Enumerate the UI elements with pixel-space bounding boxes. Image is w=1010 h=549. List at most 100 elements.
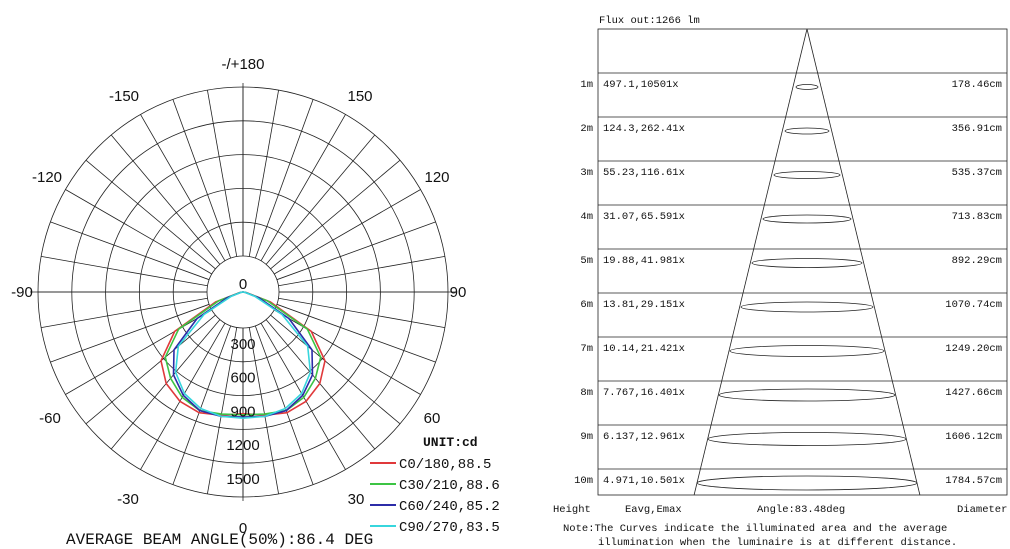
row-values: 13.81,29.151x: [603, 299, 685, 311]
row-height: 3m: [580, 167, 593, 179]
grid-spoke: [270, 314, 401, 425]
cone-left-edge: [693, 28, 808, 496]
angle-label: -90: [11, 284, 33, 301]
illuminance-table: Flux out:1266 lm 1m 497.1,10501x 178.46cm 2…: [553, 15, 1007, 549]
radial-tick-label: 1200: [226, 437, 259, 454]
grid-spoke: [110, 319, 221, 450]
row-diameter: 356.91cm: [952, 123, 1002, 135]
angle-label: -30: [117, 491, 139, 508]
beam-ellipse: [740, 301, 874, 313]
grid-spoke: [276, 303, 436, 363]
angle-label: 150: [347, 88, 372, 105]
angle-label: 0: [239, 520, 247, 537]
radial-tick-label: 900: [230, 403, 255, 420]
row-values: 6.137,12.961x: [603, 431, 685, 443]
row-height: 8m: [580, 387, 593, 399]
row-height: 1m: [580, 79, 593, 91]
row-diameter: 1784.57cm: [945, 475, 1002, 487]
footer-values: Eavg,Emax: [625, 504, 682, 516]
row-values: 497.1,10501x: [603, 79, 679, 91]
table-frame: [597, 28, 1008, 496]
grid-spoke: [207, 90, 238, 257]
flux-title: Flux out:1266 lm: [599, 15, 700, 27]
polar-angle-labels: -/+180 150 -150 120 -120 90 -90 60 -60 30 -30 0: [11, 56, 466, 537]
grid-spoke: [270, 159, 401, 270]
series-curve-0: [160, 291, 326, 416]
row-height: 2m: [580, 123, 593, 135]
footer-angle: Angle:83.48deg: [757, 504, 845, 516]
grid-spoke: [140, 322, 226, 470]
grid-spoke: [254, 99, 314, 259]
angle-label: -150: [109, 88, 139, 105]
grid-spoke: [265, 319, 376, 450]
radial-tick-label: 300: [230, 336, 255, 353]
grid-spoke: [172, 99, 232, 259]
row-height: 6m: [580, 299, 593, 311]
unit-label: UNIT:cd: [423, 435, 478, 450]
grid-spoke: [85, 314, 216, 425]
grid-spoke: [65, 309, 213, 395]
legend-label: C30/210,88.6: [399, 478, 500, 494]
row-values: 19.88,41.981x: [603, 255, 685, 267]
row-values: 10.14,21.421x: [603, 343, 685, 355]
series-curve-1: [164, 291, 322, 416]
legend-label: C0/180,88.5: [399, 457, 491, 473]
cone-right-edge: [806, 28, 921, 496]
angle-label: 90: [450, 284, 467, 301]
beam-ellipse: [762, 214, 852, 224]
grid-spoke: [50, 303, 210, 363]
grid-spoke: [41, 256, 208, 287]
light-cone: [693, 28, 921, 496]
grid-spoke: [273, 189, 421, 275]
note-line-1: Note:The Curves indicate the illuminated…: [563, 523, 947, 535]
row-diameter: 535.37cm: [952, 167, 1002, 179]
beam-ellipse: [773, 171, 841, 179]
grid-spoke: [260, 114, 346, 262]
grid-spoke: [110, 134, 221, 265]
angle-label: -120: [32, 169, 62, 186]
legend-label: C60/240,85.2: [399, 499, 500, 515]
beam-ellipse: [751, 258, 863, 268]
row-height: 5m: [580, 255, 593, 267]
beam-ellipse: [696, 475, 918, 491]
beam-ellipse: [718, 388, 896, 402]
beam-ellipse: [707, 432, 907, 446]
note-line-2: illumination when the luminaire is at di…: [598, 537, 957, 549]
angle-label: 60: [424, 410, 441, 427]
row-diameter: 1070.74cm: [945, 299, 1002, 311]
beam-ellipse: [795, 84, 819, 90]
row-diameter: 178.46cm: [952, 79, 1002, 91]
grid-spoke: [248, 90, 279, 257]
row-diameter: 1427.66cm: [945, 387, 1002, 399]
radial-tick-label: 1500: [226, 471, 259, 488]
polar-curves: [160, 291, 326, 419]
row-height: 7m: [580, 343, 593, 355]
polar-footer: AVERAGE BEAM ANGLE(50%):86.4 DEG: [66, 531, 373, 549]
grid-spoke: [248, 327, 279, 494]
row-values: 124.3,262.41x: [603, 123, 685, 135]
series-curve-3: [174, 291, 312, 419]
beam-ellipse: [729, 345, 885, 357]
row-values: 7.767,16.401x: [603, 387, 685, 399]
table-rows: 1m 497.1,10501x 178.46cm 2m 124.3,262.41x 356…: [574, 72, 1007, 487]
row-diameter: 1606.12cm: [945, 431, 1002, 443]
radial-tick-label: 0: [239, 276, 247, 293]
footer-height: Height: [553, 504, 591, 516]
row-diameter: 1249.20cm: [945, 343, 1002, 355]
row-values: 31.07,65.591x: [603, 211, 685, 223]
polar-candela-chart: -/+180 150 -150 120 -120 90 -90 60 -60 30 -30 0 0 30…: [11, 56, 500, 549]
grid-spoke: [260, 322, 346, 470]
grid-spoke: [65, 189, 213, 275]
grid-spoke: [50, 221, 210, 281]
footer-diameter: Diameter: [957, 504, 1007, 516]
angle-label: -60: [39, 410, 61, 427]
grid-spoke: [140, 114, 226, 262]
angle-label: 120: [424, 169, 449, 186]
grid-spoke: [85, 159, 216, 270]
row-diameter: 713.83cm: [952, 211, 1002, 223]
beam-ellipse: [784, 127, 830, 135]
legend: C0/180,88.5 C30/210,88.6 C60/240,85.2 C90/2…: [370, 457, 500, 536]
series-curve-2: [172, 291, 314, 418]
angle-label: 30: [348, 491, 365, 508]
